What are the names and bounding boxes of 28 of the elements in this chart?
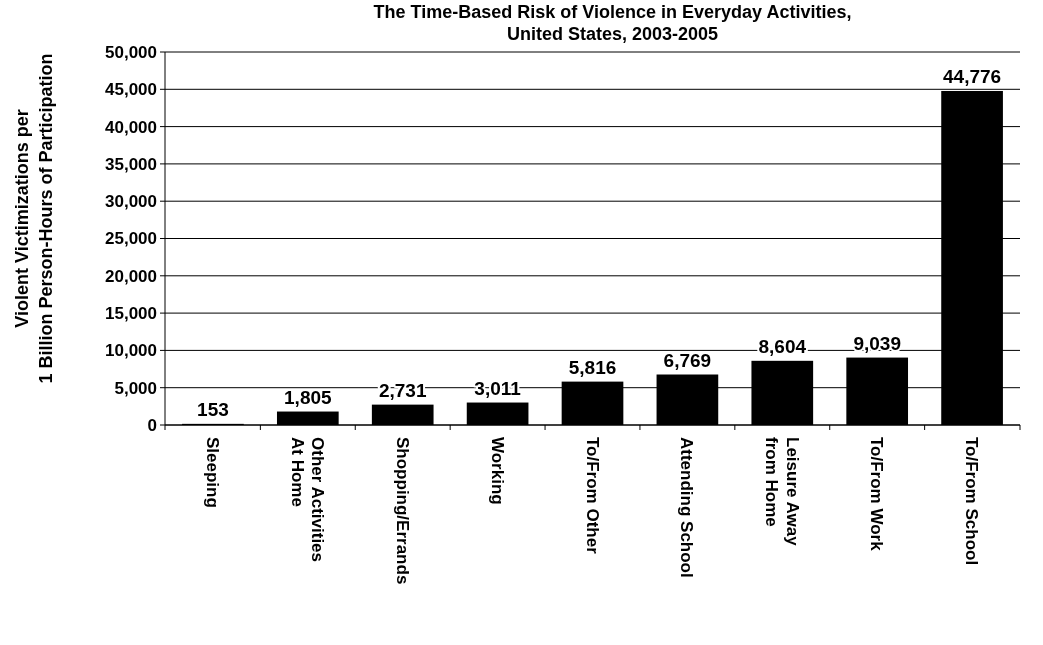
y-tick-label: 30,000: [105, 192, 157, 212]
x-tick-label: Attending School: [677, 437, 697, 578]
data-label: 9,039: [853, 332, 901, 354]
x-tick-label: Shopping/Errands: [392, 437, 412, 585]
x-tick-label: To/From School: [962, 437, 982, 566]
y-tick-label: 15,000: [105, 304, 157, 324]
data-label: 5,816: [568, 356, 617, 378]
y-tick-label: 5,000: [114, 378, 157, 398]
y-tick-label: 20,000: [105, 266, 157, 286]
x-tick-label: To/From Work: [867, 437, 887, 552]
y-tick-label: 40,000: [105, 117, 157, 137]
x-tick-label: Leisure Away from Home: [762, 437, 802, 547]
y-tick-label: 45,000: [105, 80, 157, 100]
y-tick-label: 50,000: [105, 42, 157, 62]
chart-title: The Time-Based Risk of Violence in Everyday Activities, United States, 2003-2005: [373, 2, 852, 44]
y-tick-label: 0: [147, 415, 157, 435]
x-tick-label: Sleeping: [202, 437, 222, 508]
data-label: 44,776: [943, 65, 1002, 87]
data-label: 153: [197, 398, 229, 420]
data-label: 6,769: [663, 349, 712, 371]
y-tick-label: 10,000: [105, 341, 157, 361]
y-axis-title: Violent Victimizations per 1 Billion Person-Hours of Participation: [12, 53, 56, 384]
x-tick-label: Working: [487, 437, 507, 505]
x-tick-label: To/From Other: [582, 437, 602, 555]
x-tick-label: Other Activities At Home: [287, 437, 328, 563]
data-label: 1,805: [284, 386, 333, 408]
y-tick-label: 25,000: [105, 229, 157, 249]
y-tick-label: 35,000: [105, 154, 157, 174]
